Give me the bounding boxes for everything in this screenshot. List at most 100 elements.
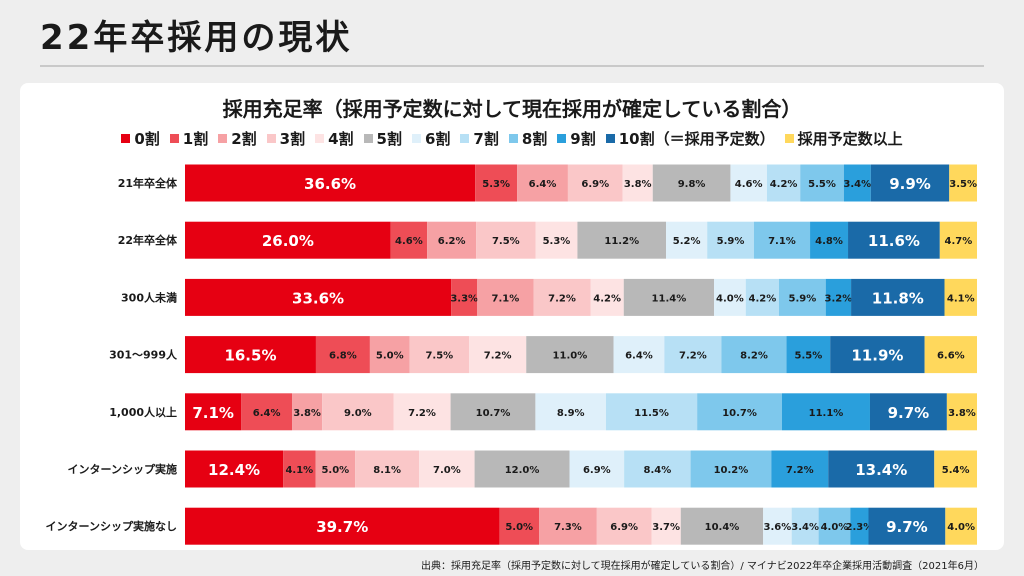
category-label-6: インターンシップ実施なし	[46, 519, 177, 533]
data-label-3-10: 11.9%	[851, 347, 903, 365]
bar-segment-0-9	[843, 164, 871, 202]
bar-segment-1-11	[939, 221, 977, 259]
data-label-0-5: 9.8%	[678, 179, 706, 190]
bar-segment-1-9	[810, 221, 849, 259]
legend-label-10: 10割（＝採用予定数）	[618, 130, 775, 148]
bar-segment-4-8	[697, 393, 782, 431]
bar-segment-1-5	[577, 221, 667, 259]
bar-segment-6-7	[791, 507, 819, 545]
legend-swatch-2	[218, 134, 228, 143]
bar-segment-1-6	[666, 221, 708, 259]
data-label-2-1: 3.3%	[450, 293, 478, 304]
data-label-1-7: 5.9%	[717, 236, 745, 247]
legend-item-3: 3割	[266, 128, 306, 149]
chart-title: 採用充足率（採用予定数に対して現在採用が確定している割合）	[222, 97, 802, 121]
data-label-3-9: 5.5%	[794, 351, 822, 362]
legend-swatch-10	[605, 134, 615, 143]
bar-segment-6-10	[868, 507, 946, 545]
legend-label-11: 採用予定数以上	[797, 130, 903, 148]
data-label-5-7: 8.4%	[643, 465, 671, 476]
category-label-1: 22年卒全体	[118, 233, 178, 247]
bar-segment-4-4	[393, 393, 451, 431]
data-label-0-2: 6.4%	[529, 179, 557, 190]
bar-segment-6-1	[499, 507, 540, 545]
legend-label-3: 3割	[279, 130, 306, 148]
bar-segment-6-4	[651, 507, 681, 545]
bar-segment-1-2	[427, 221, 477, 259]
legend-item-4: 4割	[315, 128, 354, 149]
legend-swatch-4	[315, 134, 325, 143]
legend-item-0: 0割	[121, 128, 160, 149]
legend-item-9: 9割	[557, 128, 596, 149]
bar-segment-2-11	[944, 278, 977, 316]
bar-segment-6-2	[539, 507, 597, 545]
legend-swatch-11	[784, 134, 794, 143]
data-label-1-3: 7.5%	[492, 236, 520, 247]
bar-segment-6-0	[185, 507, 500, 545]
bar-segment-4-1	[241, 393, 293, 431]
bar-segment-4-7	[605, 393, 698, 431]
data-label-1-5: 11.2%	[604, 236, 639, 247]
bar-segment-1-7	[707, 221, 754, 259]
bar-segment-3-3	[409, 336, 470, 374]
bar-segment-3-7	[664, 336, 722, 374]
data-label-2-10: 11.8%	[872, 289, 924, 307]
data-label-3-6: 6.4%	[625, 351, 653, 362]
data-label-6-5: 10.4%	[705, 522, 740, 533]
bar-segment-2-0	[185, 278, 452, 316]
data-label-2-7: 4.2%	[749, 293, 777, 304]
bar-segment-2-5	[623, 278, 715, 316]
data-label-3-1: 6.8%	[329, 351, 357, 362]
bar-segment-3-9	[786, 336, 831, 374]
legend-item-5: 5割	[363, 128, 402, 149]
data-label-0-6: 4.6%	[735, 179, 763, 190]
data-label-4-6: 8.9%	[557, 408, 585, 419]
bar-segment-0-10	[870, 164, 950, 202]
data-label-6-2: 7.3%	[554, 522, 582, 533]
legend-label-6: 6割	[424, 130, 451, 148]
data-label-4-1: 6.4%	[253, 408, 281, 419]
data-label-6-10: 9.7%	[886, 518, 928, 536]
data-label-5-4: 7.0%	[433, 465, 461, 476]
legend-swatch-9	[557, 134, 567, 143]
data-label-4-2: 3.8%	[293, 408, 321, 419]
bar-segment-5-9	[771, 450, 829, 488]
legend-label-2: 2割	[231, 130, 257, 148]
data-label-2-11: 4.1%	[947, 293, 975, 304]
bar-segment-5-3	[355, 450, 420, 488]
bar-segment-0-11	[949, 164, 977, 202]
bar-segment-2-10	[851, 278, 945, 316]
bar-segment-5-0	[185, 450, 284, 488]
data-label-5-8: 10.2%	[714, 465, 749, 476]
data-label-2-4: 4.2%	[593, 293, 621, 304]
bar-segment-2-9	[825, 278, 852, 316]
bar-segment-0-5	[652, 164, 731, 202]
legend-item-11: 採用予定数以上	[784, 128, 903, 149]
bar-segment-4-0	[185, 393, 242, 431]
data-label-3-7: 7.2%	[679, 351, 707, 362]
data-label-1-6: 5.2%	[673, 236, 701, 247]
data-label-6-4: 3.7%	[652, 522, 680, 533]
bar-segment-3-4	[469, 336, 527, 374]
category-label-0: 21年卒全体	[118, 176, 178, 190]
data-label-4-3: 9.0%	[344, 408, 372, 419]
bar-segment-5-1	[283, 450, 316, 488]
bar-segment-4-11	[946, 393, 977, 431]
category-label-5: インターンシップ実施	[68, 462, 177, 476]
data-label-0-1: 5.3%	[482, 179, 510, 190]
data-label-5-10: 13.4%	[855, 461, 907, 479]
bar-segment-0-3	[567, 164, 623, 202]
data-label-5-1: 4.1%	[285, 465, 313, 476]
data-label-6-7: 3.4%	[791, 522, 819, 533]
bar-segment-5-8	[690, 450, 772, 488]
bar-segment-3-1	[315, 336, 370, 374]
source-note: 出典：採用充足率（採用予定数に対して現在採用が確定している割合）/ マイナビ20…	[420, 561, 984, 572]
data-label-1-8: 7.1%	[768, 236, 796, 247]
data-label-5-0: 12.4%	[208, 461, 260, 479]
legend-label-9: 9割	[570, 130, 596, 148]
data-label-3-5: 11.0%	[553, 351, 588, 362]
data-label-5-5: 12.0%	[505, 465, 540, 476]
category-label-2: 300人未満	[121, 290, 177, 304]
data-label-0-10: 9.9%	[889, 175, 931, 193]
legend-label-1: 1割	[182, 130, 209, 148]
